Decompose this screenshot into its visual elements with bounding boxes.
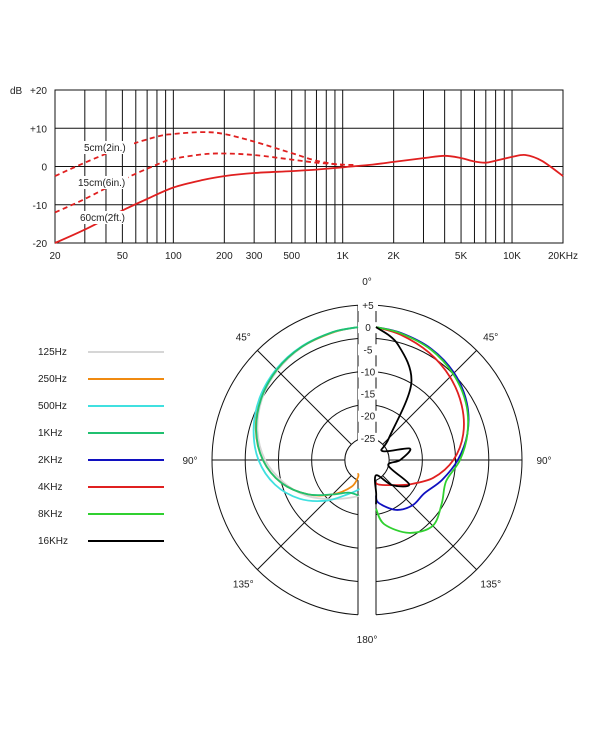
fr-x-tick-label: 1K — [337, 251, 350, 262]
fr-x-tick-label: 20 — [49, 251, 61, 262]
polar-r-tick-label: 0 — [365, 323, 371, 334]
fr-series-label: 60cm(2ft.) — [80, 213, 125, 224]
legend-label-1: 250Hz — [38, 374, 67, 385]
polar-angle-label-90-right: 90° — [536, 456, 551, 467]
fr-plot-frame — [54, 89, 564, 244]
polar-r-tick-label: -10 — [361, 367, 376, 378]
fr-x-tick-label: 20KHz — [548, 251, 578, 262]
fr-series-label: 5cm(2in.) — [84, 143, 126, 154]
polar-r-tick-label: -5 — [364, 345, 373, 356]
polar-radial-line — [382, 475, 477, 570]
fr-x-tick-label: 300 — [246, 251, 263, 262]
polar-r-tick-label: -15 — [361, 390, 376, 401]
polar-radial-line — [257, 350, 352, 445]
legend-label-5: 4KHz — [38, 482, 62, 493]
frequency-response-chart: +20 +10 0 -10 -20 dB 20 50 100 200 300 500 1K 2K 5K 10K… — [10, 86, 578, 262]
fr-y-tick-label: -10 — [33, 201, 48, 212]
fr-y-tick-label: -20 — [33, 239, 48, 250]
fr-series-label-bg — [78, 211, 130, 224]
legend-label-7: 16KHz — [38, 536, 68, 547]
fr-x-tick-label: 10K — [503, 251, 521, 262]
polar-series-line-2 — [252, 326, 360, 502]
polar-angle-label-135-left: 135° — [233, 580, 254, 591]
fr-x-tick-label: 100 — [165, 251, 182, 262]
polar-angle-label-90-left: 90° — [182, 456, 197, 467]
polar-series-line-6 — [375, 326, 469, 534]
polar-radial-line — [257, 475, 352, 570]
legend-label-3: 1KHz — [38, 428, 62, 439]
fr-series-label-bg — [82, 141, 134, 154]
legend-label-4: 2KHz — [38, 455, 62, 466]
fr-x-tick-label: 2K — [388, 251, 401, 262]
polar-r-tick-label: -20 — [361, 412, 376, 423]
polar-angle-label-0: 0° — [362, 277, 372, 288]
polar-r-tick-bg — [358, 410, 378, 422]
polar-angle-label-135-right: 135° — [480, 580, 501, 591]
fr-x-tick-label: 5K — [455, 251, 468, 262]
polar-r-tick-label: -25 — [361, 434, 376, 445]
polar-series-line-3 — [255, 326, 360, 497]
polar-r-tick-bg — [358, 344, 378, 356]
fr-y-tick-label: 0 — [41, 163, 47, 174]
polar-series-line-5 — [374, 326, 465, 487]
fr-series-label-bg — [76, 176, 128, 189]
polar-pattern-chart: +5 0 -5 -10 -15 -20 -25 0° 45° 90° 135° 180° 135° 90°… — [38, 277, 552, 646]
fr-x-tick-label: 500 — [283, 251, 300, 262]
fr-y-unit-label: dB — [10, 86, 23, 97]
legend-label-0: 125Hz — [38, 347, 67, 358]
polar-series-line-7 — [374, 326, 413, 505]
polar-r-tick-bg — [358, 388, 378, 400]
polar-angle-label-180: 180° — [357, 635, 378, 646]
legend-label-6: 8KHz — [38, 509, 62, 520]
polar-r-tick-bg — [358, 366, 378, 378]
fr-x-tick-label: 50 — [117, 251, 129, 262]
fr-y-tick-label: +10 — [30, 124, 47, 135]
fr-y-tick-label: +20 — [30, 86, 47, 97]
polar-r-tick-bg — [358, 322, 378, 334]
polar-angle-label-45-left: 45° — [236, 332, 251, 343]
polar-r-tick-bg — [358, 432, 378, 444]
fr-series-line-2 — [54, 153, 564, 244]
polar-angle-label-45-right: 45° — [483, 332, 498, 343]
fr-x-tick-label: 200 — [216, 251, 233, 262]
polar-r-tick-label: +5 — [362, 301, 374, 312]
legend-label-2: 500Hz — [38, 401, 67, 412]
polar-radial-line — [382, 350, 477, 445]
polar-r-tick-bg — [358, 300, 378, 311]
fr-series-label: 15cm(6in.) — [78, 178, 125, 189]
